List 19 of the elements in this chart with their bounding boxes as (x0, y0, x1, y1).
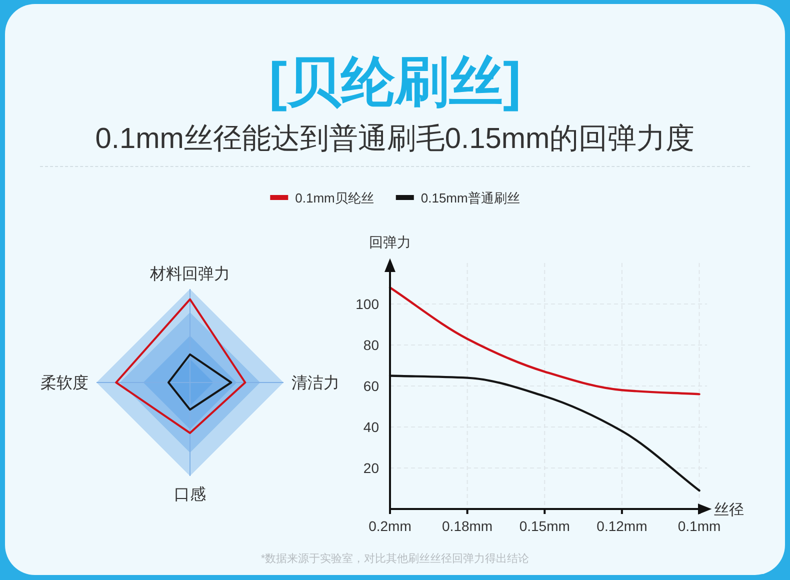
x-tick-label: 0.1mm (678, 518, 721, 534)
y-tick-label: 60 (363, 378, 379, 394)
y-axis-title: 回弹力 (369, 234, 411, 250)
y-tick-label: 80 (363, 336, 379, 353)
radar-label: 材料回弹力 (150, 266, 230, 283)
radar-label: 清洁力 (292, 375, 340, 392)
y-tick-label: 100 (356, 296, 379, 312)
radar-label: 柔软度 (40, 375, 88, 392)
title: [贝纶刷丝] (269, 52, 521, 112)
x-axis-title: 丝径 (714, 501, 744, 518)
x-tick-label: 0.2mm (368, 518, 412, 534)
x-tick-label: 0.12mm (596, 518, 648, 534)
x-tick-label: 0.18mm (442, 518, 493, 534)
y-tick-label: 20 (363, 460, 379, 476)
subtitle: 0.1mm丝径能达到普通刷毛0.15mm的回弹力度 (95, 123, 695, 155)
radar-label: 口感 (174, 486, 206, 504)
y-tick-label: 40 (363, 418, 379, 435)
x-tick-label: 0.15mm (519, 518, 570, 534)
annotation: *数据来源于实验室，对比其他刷丝丝径回弹力得出结论 (260, 553, 530, 565)
